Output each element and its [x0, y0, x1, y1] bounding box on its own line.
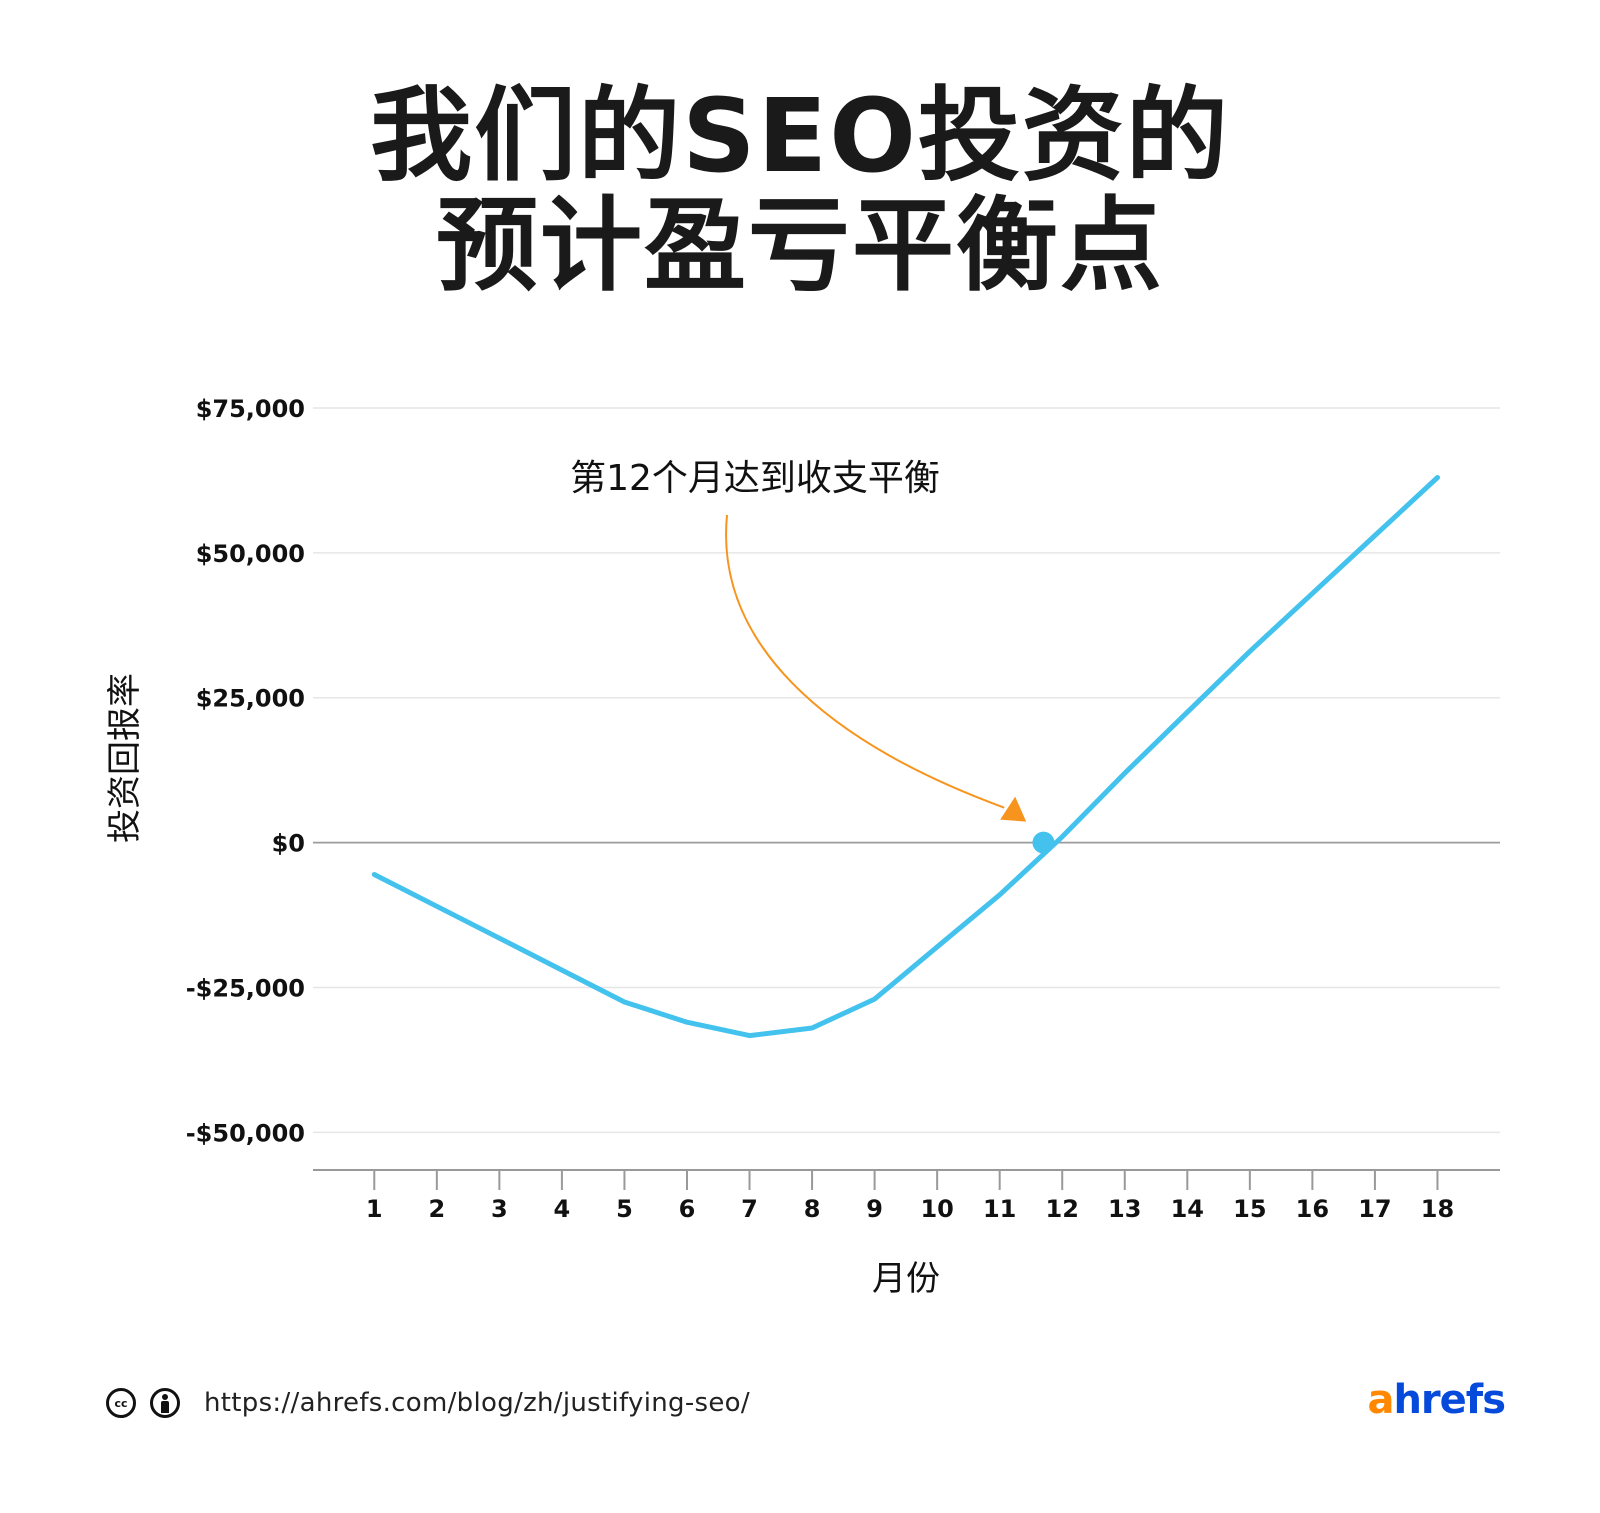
roi-line — [371, 475, 1440, 1039]
annotation-arrow-line — [725, 514, 1005, 809]
x-tick-label: 10 — [920, 1195, 953, 1223]
x-axis: 1 2 3 4 5 6 7 8 9 10 11 12 13 14 15 16 17 18 — [313, 1169, 1500, 1223]
footer: cc https://ahrefs.com/blog/zh/justifying… — [106, 1383, 750, 1423]
creative-commons-icon: cc — [106, 1388, 136, 1418]
series-layer — [371, 475, 1440, 1039]
annotation-layer: 第12个月达到收支平衡 — [570, 458, 1027, 822]
x-tick-label: 9 — [866, 1195, 883, 1223]
x-tick-label: 5 — [616, 1195, 633, 1223]
x-tick-label: 6 — [679, 1195, 696, 1223]
x-tick-label: 3 — [491, 1195, 508, 1223]
x-axis-label: 月份 — [872, 1259, 940, 1299]
x-tick-label: 14 — [1171, 1195, 1204, 1223]
chart-title-line-1: 我们的SEO投资的 — [370, 77, 1230, 196]
annotation-arrowhead — [1000, 796, 1027, 822]
y-axis-ticks: $75,000 $50,000 $25,000 $0 -$25,000 -$50,000 — [186, 395, 305, 1147]
x-tick-label: 18 — [1421, 1195, 1454, 1223]
x-tick-label: 15 — [1233, 1195, 1266, 1223]
source-url: https://ahrefs.com/blog/zh/justifying-se… — [204, 1388, 750, 1418]
x-tick-label: 1 — [366, 1195, 383, 1223]
y-tick-label: $75,000 — [196, 395, 305, 423]
ahrefs-logo: ahrefs — [1367, 1377, 1506, 1423]
y-tick-label: -$25,000 — [186, 974, 305, 1002]
creative-commons-label: cc — [114, 1396, 128, 1410]
x-tick-label: 2 — [428, 1195, 445, 1223]
x-tick-label: 11 — [983, 1195, 1016, 1223]
x-tick-label: 13 — [1108, 1195, 1141, 1223]
y-tick-label: $0 — [272, 830, 305, 858]
y-tick-label: $25,000 — [196, 685, 305, 713]
y-tick-label: $50,000 — [196, 540, 305, 568]
attribution-icon — [150, 1388, 180, 1418]
y-axis-label: 投资回报率 — [105, 673, 145, 843]
logo-rest: hrefs — [1393, 1377, 1506, 1423]
x-tick-label: 7 — [741, 1195, 758, 1223]
gridlines — [313, 407, 1500, 1134]
logo-a: a — [1367, 1377, 1394, 1423]
x-tick-label: 17 — [1358, 1195, 1391, 1223]
chart-title-line-2: 预计盈亏平衡点 — [436, 187, 1164, 306]
x-tick-label: 4 — [554, 1195, 571, 1223]
x-tick-label: 12 — [1046, 1195, 1079, 1223]
x-tick-label: 16 — [1296, 1195, 1329, 1223]
chart-title: 我们的SEO投资的 预计盈亏平衡点 — [0, 82, 1600, 302]
break-even-point — [1032, 831, 1055, 854]
annotation-text: 第12个月达到收支平衡 — [570, 458, 940, 499]
y-tick-label: -$50,000 — [186, 1119, 305, 1147]
x-tick-label: 8 — [804, 1195, 821, 1223]
